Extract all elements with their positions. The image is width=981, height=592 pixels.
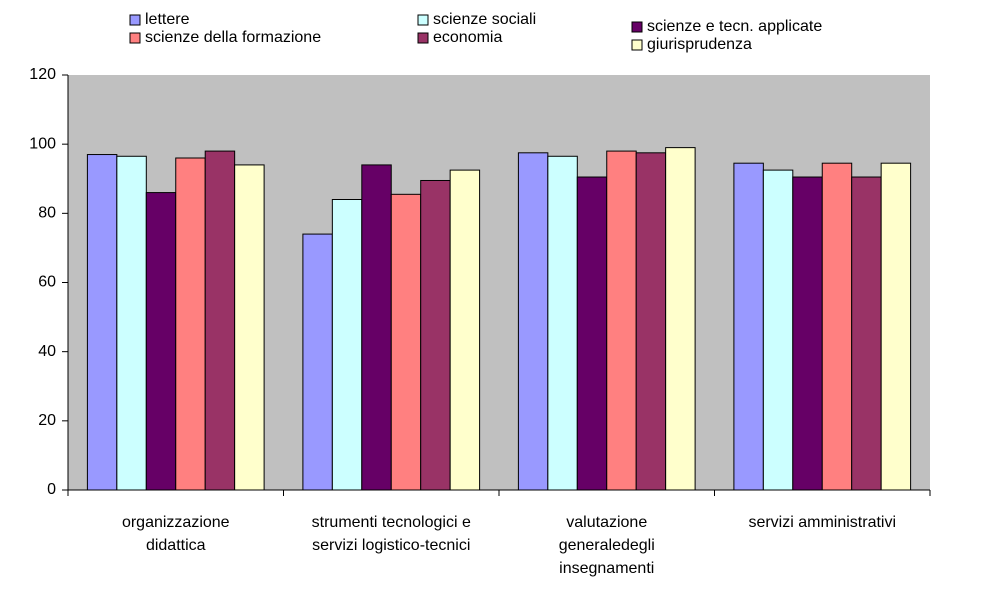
bar (86, 154, 118, 491)
legend-label: giurisprudenza (647, 36, 752, 53)
bar (361, 164, 392, 491)
bar (821, 162, 853, 491)
legend-label: scienze sociali (433, 11, 536, 28)
y-tick-label: 60 (38, 274, 56, 291)
bar (302, 233, 333, 491)
bar (635, 152, 667, 491)
y-tick-label: 40 (38, 343, 56, 360)
bar (420, 179, 451, 491)
x-tick-label: servizi amministrativi (748, 514, 897, 531)
legend-swatch (417, 32, 429, 44)
bar (792, 176, 823, 491)
y-tick-label: 120 (29, 66, 56, 83)
x-tick-label: organizzazione didattica (121, 514, 230, 554)
bar (547, 155, 578, 491)
legend-label: scienze della formazione (145, 29, 321, 46)
y-tick-label: 0 (47, 481, 56, 498)
bar (145, 192, 177, 491)
bar (762, 169, 794, 491)
legend-label: lettere (145, 11, 190, 28)
y-tick-label: 80 (38, 205, 56, 222)
legend-swatch (417, 14, 429, 26)
bar (665, 147, 696, 491)
x-tick-label: strumenti tecnologici e servizi logistic… (311, 514, 471, 554)
legend-label: scienze e tecn. applicate (647, 18, 822, 35)
x-tick-label: valutazione generaledegli insegnamenti (558, 514, 655, 577)
bar (517, 152, 549, 491)
bar (234, 164, 265, 491)
bar (733, 162, 764, 491)
bar (204, 150, 236, 491)
bar (331, 199, 363, 491)
bar (880, 162, 912, 491)
y-tick-label: 100 (29, 135, 56, 152)
bar (606, 150, 637, 491)
y-tick-label: 20 (38, 412, 56, 429)
legend-swatch (129, 14, 141, 26)
bar (576, 176, 608, 491)
bar (116, 155, 147, 491)
legend-swatch (129, 32, 141, 44)
bar (175, 157, 206, 491)
legend-label: economia (433, 29, 502, 46)
legend-swatch (631, 21, 643, 33)
legend-swatch (631, 39, 643, 51)
bar (390, 193, 422, 491)
bar (449, 169, 481, 491)
bar (851, 176, 882, 491)
